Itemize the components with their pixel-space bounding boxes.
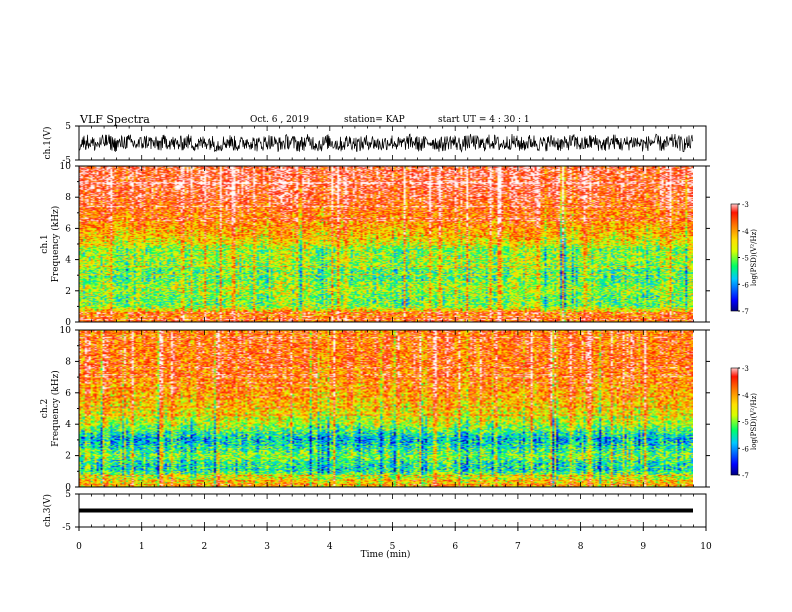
start-time-label: start UT = 4 : 30 : 1 (438, 115, 530, 125)
spectrogram-ch1-ylabel-frequency: Frequency (kHz) (50, 206, 61, 283)
xaxis-label: Time (min) (361, 549, 411, 560)
spectrogram-ch2-ytick-label: 4 (65, 420, 71, 430)
spectrogram-ch2-ytick-label: 10 (60, 326, 72, 336)
xaxis-tick-label: 4 (327, 542, 333, 552)
spectrogram-ch1-ylabel-channel: ch.1 (40, 234, 50, 253)
spectrogram-ch2-ylabel-channel: ch.2 (40, 399, 50, 418)
date-label: Oct. 6 , 2019 (250, 115, 309, 125)
xaxis-tick-label: 6 (452, 542, 458, 552)
waveform-ytick-label: 5 (65, 122, 71, 132)
colorbar-ch2-label: log(PSD)(V²/Hz) (750, 393, 758, 450)
colorbar-ch1 (730, 203, 739, 312)
waveform-ytick-label: 5 (65, 490, 71, 500)
waveform-ytick-label: -5 (62, 523, 71, 533)
spectrogram-ch1-ytick-label: 10 (60, 162, 72, 172)
spectrogram-ch1-ytick-label: 6 (65, 224, 71, 234)
spectrogram-ch2-ytick-label: 6 (65, 389, 71, 399)
xaxis-tick-label: 8 (578, 542, 584, 552)
xaxis-tick-label: 3 (264, 542, 270, 552)
xaxis-tick-label: 9 (640, 542, 646, 552)
spectrogram-ch1-ytick-label: 2 (65, 287, 71, 297)
colorbar-ch1-tick-label: -4 (742, 228, 749, 236)
colorbar-ch1-tick-label: -6 (742, 281, 749, 289)
colorbar-ch2-tick-label: -7 (742, 472, 749, 480)
waveform-ch3-ylabel: ch.3(V) (42, 494, 53, 527)
waveform-ytick-label: -5 (62, 156, 71, 166)
xaxis-tick-label: 10 (700, 542, 712, 552)
spectrogram-ch2-ytick-label: 0 (65, 483, 71, 493)
spectrogram-ch2-ytick-label: 2 (65, 452, 71, 462)
spectrogram-ch1-ytick-label: 4 (65, 256, 71, 266)
spectrogram-ch1-ytick-label: 8 (65, 193, 71, 203)
spectrogram-ch2-ytick-label: 8 (65, 357, 71, 367)
colorbar-ch1-tick-label: -5 (742, 255, 749, 263)
xaxis-tick-label: 2 (202, 542, 208, 552)
spectrogram-ch1-ytick-label: 0 (65, 318, 71, 328)
colorbar-ch1-label: log(PSD)(V²/Hz) (750, 229, 758, 286)
colorbar-ch2 (730, 367, 739, 476)
waveform-ch1-ylabel: ch.1(V) (42, 127, 53, 160)
colorbar-ch2-tick-label: -4 (742, 392, 749, 400)
colorbar-ch1-tick-label: -3 (742, 201, 749, 209)
xaxis-tick-label: 0 (76, 542, 82, 552)
colorbar-ch2-tick-label: -5 (742, 419, 749, 427)
spectrogram-ch2-image (79, 330, 693, 487)
xaxis-tick-label: 5 (390, 542, 396, 552)
station-label: station= KAP (344, 115, 405, 125)
xaxis-tick-label: 7 (515, 542, 521, 552)
colorbar-ch1-tick-label: -7 (742, 308, 749, 316)
spectrogram-ch2-ylabel-frequency: Frequency (kHz) (50, 370, 61, 447)
waveform-ch1-line (78, 133, 694, 153)
xaxis-tick-label: 1 (139, 542, 145, 552)
colorbar-ch2-tick-label: -3 (742, 365, 749, 373)
spectrogram-ch1-image (79, 166, 693, 322)
colorbar-ch2-tick-label: -6 (742, 445, 749, 453)
figure-title: VLF Spectra (80, 113, 150, 126)
